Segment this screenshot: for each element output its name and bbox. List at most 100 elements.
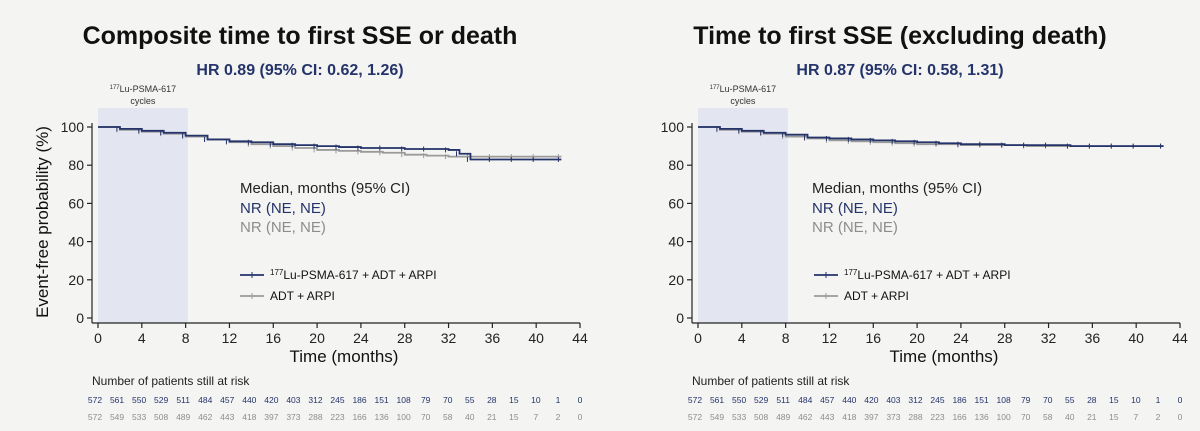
legend-label-lu-psma: 177Lu-PSMA-617 + ADT + ARPI <box>844 268 1011 283</box>
risk-value-adt-arpi: 100 <box>997 412 1011 422</box>
risk-value-adt-arpi: 549 <box>110 412 124 422</box>
km-panel-sse: Time to first SSE (excluding death) HR 0… <box>600 0 1200 431</box>
risk-value-lu-psma: 403 <box>886 395 900 405</box>
hazard-ratio: HR 0.89 (95% CI: 0.62, 1.26) <box>196 62 404 79</box>
risk-value-lu-psma: 511 <box>176 395 190 405</box>
km-curve-lu-psma <box>98 126 562 161</box>
risk-value-lu-psma: 151 <box>374 395 388 405</box>
risk-value-adt-arpi: 508 <box>154 412 168 422</box>
risk-value-adt-arpi: 100 <box>397 412 411 422</box>
risk-value-adt-arpi: 2 <box>556 412 561 422</box>
risk-value-adt-arpi: 136 <box>374 412 388 422</box>
risk-value-adt-arpi: 508 <box>754 412 768 422</box>
risk-value-lu-psma: 55 <box>1065 395 1075 405</box>
risk-value-lu-psma: 15 <box>509 395 519 405</box>
risk-value-lu-psma: 79 <box>421 395 431 405</box>
risk-value-lu-psma: 550 <box>732 395 746 405</box>
y-tick-label: 0 <box>676 310 684 326</box>
risk-value-adt-arpi: 572 <box>688 412 702 422</box>
hazard-ratio: HR 0.87 (95% CI: 0.58, 1.31) <box>796 62 1004 79</box>
risk-value-lu-psma: 186 <box>952 395 966 405</box>
risk-value-adt-arpi: 7 <box>1134 412 1139 422</box>
x-tick-label: 4 <box>738 330 746 346</box>
x-tick-label: 24 <box>953 330 969 346</box>
x-tick-label: 28 <box>997 330 1013 346</box>
risk-value-lu-psma: 457 <box>220 395 234 405</box>
risk-value-adt-arpi: 21 <box>487 412 497 422</box>
x-tick-label: 24 <box>353 330 369 346</box>
km-panel-composite: Composite time to first SSE or death HR … <box>33 22 588 422</box>
x-tick-label: 36 <box>1085 330 1101 346</box>
risk-value-lu-psma: 245 <box>930 395 944 405</box>
x-tick-label: 36 <box>485 330 501 346</box>
median-value-adt-arpi: NR (NE, NE) <box>812 219 898 236</box>
cycles-label-line2: cycles <box>130 96 156 106</box>
risk-value-adt-arpi: 7 <box>534 412 539 422</box>
risk-value-lu-psma: 561 <box>110 395 124 405</box>
risk-value-lu-psma: 403 <box>286 395 300 405</box>
risk-value-adt-arpi: 166 <box>952 412 966 422</box>
risk-value-adt-arpi: 443 <box>220 412 234 422</box>
y-tick-label: 80 <box>668 157 684 173</box>
risk-value-adt-arpi: 15 <box>509 412 519 422</box>
x-tick-label: 20 <box>309 330 325 346</box>
risk-value-adt-arpi: 462 <box>798 412 812 422</box>
risk-value-lu-psma: 108 <box>397 395 411 405</box>
y-tick-label: 100 <box>61 119 85 135</box>
risk-value-adt-arpi: 40 <box>465 412 475 422</box>
risk-value-adt-arpi: 397 <box>264 412 278 422</box>
risk-value-lu-psma: 529 <box>754 395 768 405</box>
risk-value-lu-psma: 70 <box>1043 395 1053 405</box>
risk-value-adt-arpi: 572 <box>88 412 102 422</box>
km-curve-adt-arpi <box>98 126 562 158</box>
legend-label-adt-arpi: ADT + ARPI <box>844 289 909 303</box>
risk-value-lu-psma: 10 <box>531 395 541 405</box>
risk-value-lu-psma: 550 <box>132 395 146 405</box>
chart-title: Time to first SSE (excluding death) <box>693 22 1107 50</box>
risk-value-adt-arpi: 0 <box>578 412 583 422</box>
y-tick-label: 80 <box>68 157 84 173</box>
km-curve-lu-psma <box>698 126 1164 147</box>
risk-value-adt-arpi: 0 <box>1178 412 1183 422</box>
risk-value-lu-psma: 312 <box>908 395 922 405</box>
risk-value-adt-arpi: 397 <box>864 412 878 422</box>
risk-value-adt-arpi: 166 <box>352 412 366 422</box>
risk-value-lu-psma: 28 <box>1087 395 1097 405</box>
risk-value-adt-arpi: 40 <box>1065 412 1075 422</box>
treatment-cycles-band <box>98 108 188 323</box>
y-tick-label: 40 <box>68 234 84 250</box>
risk-value-adt-arpi: 2 <box>1156 412 1161 422</box>
risk-value-lu-psma: 0 <box>578 395 583 405</box>
cycles-label-line2: cycles <box>730 96 756 106</box>
risk-value-lu-psma: 186 <box>352 395 366 405</box>
risk-value-lu-psma: 108 <box>997 395 1011 405</box>
median-value-lu-psma: NR (NE, NE) <box>240 200 326 217</box>
risk-value-lu-psma: 440 <box>842 395 856 405</box>
risk-value-lu-psma: 79 <box>1021 395 1031 405</box>
risk-value-lu-psma: 511 <box>776 395 790 405</box>
risk-value-adt-arpi: 58 <box>443 412 453 422</box>
risk-value-lu-psma: 484 <box>798 395 812 405</box>
risk-value-adt-arpi: 288 <box>908 412 922 422</box>
risk-value-lu-psma: 28 <box>487 395 497 405</box>
chart-title: Composite time to first SSE or death <box>82 22 518 50</box>
cycles-label-line1: 177Lu-PSMA-617 <box>110 84 177 94</box>
y-tick-label: 40 <box>668 234 684 250</box>
x-tick-label: 32 <box>441 330 457 346</box>
y-tick-label: 20 <box>68 272 84 288</box>
y-axis-label: Event-free probability (%) <box>33 126 52 318</box>
risk-value-adt-arpi: 136 <box>974 412 988 422</box>
x-tick-label: 32 <box>1041 330 1057 346</box>
cycles-label-line1: 177Lu-PSMA-617 <box>710 84 777 94</box>
risk-value-adt-arpi: 418 <box>242 412 256 422</box>
y-tick-label: 0 <box>76 310 84 326</box>
risk-value-adt-arpi: 288 <box>308 412 322 422</box>
risk-value-adt-arpi: 21 <box>1087 412 1097 422</box>
risk-value-lu-psma: 561 <box>710 395 724 405</box>
risk-value-adt-arpi: 70 <box>1021 412 1031 422</box>
risk-value-lu-psma: 420 <box>864 395 878 405</box>
y-tick-label: 20 <box>668 272 684 288</box>
risk-table-header: Number of patients still at risk <box>692 374 850 388</box>
